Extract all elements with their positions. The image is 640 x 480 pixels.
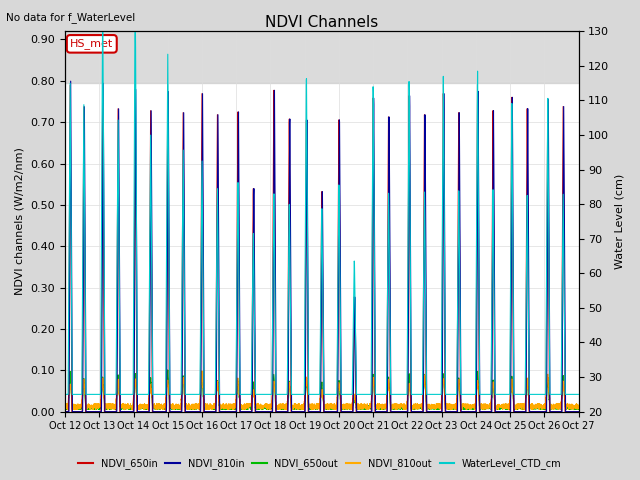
Text: HS_met: HS_met (70, 38, 113, 49)
Y-axis label: Water Level (cm): Water Level (cm) (615, 174, 625, 269)
Title: NDVI Channels: NDVI Channels (265, 15, 378, 30)
Text: No data for f_WaterLevel: No data for f_WaterLevel (6, 12, 136, 23)
Y-axis label: NDVI channels (W/m2/nm): NDVI channels (W/m2/nm) (15, 147, 25, 295)
Legend: NDVI_650in, NDVI_810in, NDVI_650out, NDVI_810out, WaterLevel_CTD_cm: NDVI_650in, NDVI_810in, NDVI_650out, NDV… (74, 454, 566, 473)
Bar (65, 31, 579, 83)
